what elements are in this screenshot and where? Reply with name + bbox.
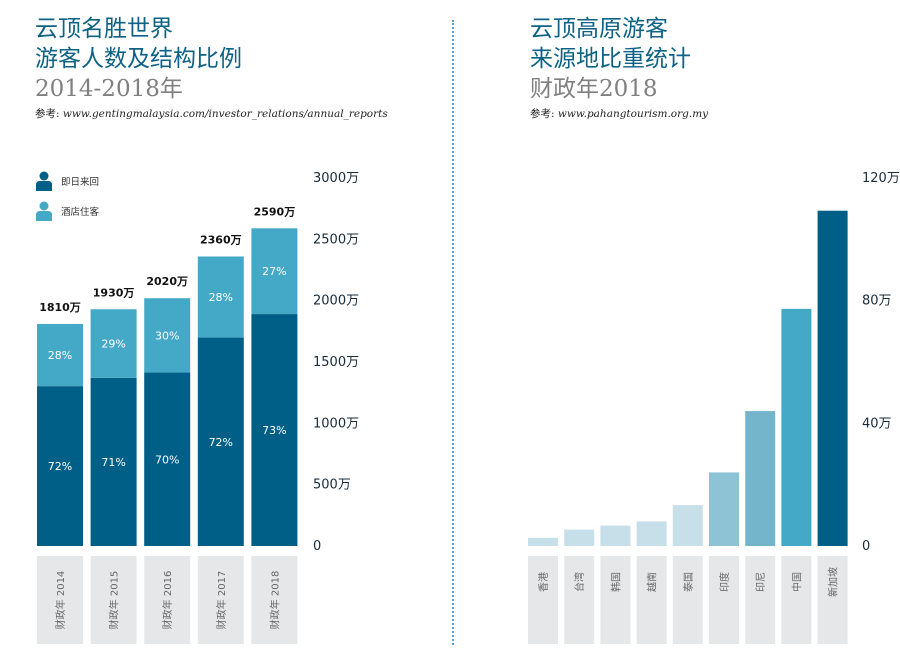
right-source: 参考: www.pahangtourism.org.my <box>530 106 708 121</box>
y-tick-label: 2000万 <box>313 294 359 309</box>
right-title-line2: 来源地比重统计 <box>530 46 691 72</box>
category-box <box>636 556 667 644</box>
bar-origin <box>672 505 703 546</box>
right-title-line1: 云顶高原游客 <box>530 16 668 42</box>
y-tick-label: 2500万 <box>313 232 359 247</box>
left-title-line1: 云顶名胜世界 <box>35 16 173 42</box>
person-icon <box>36 171 52 191</box>
right-panel: 云顶高原游客 来源地比重统计 财政年2018 参考: www.pahangtou… <box>470 0 900 655</box>
category-box <box>709 556 739 644</box>
bar-origin <box>636 521 667 546</box>
legend-hotel-guest: 酒店住客 <box>35 201 99 221</box>
total-label: 2020万 <box>146 275 188 288</box>
category-box <box>672 556 703 644</box>
y-tick-label: 500万 <box>313 478 351 493</box>
category-box <box>90 556 137 644</box>
total-label: 2360万 <box>200 234 242 247</box>
category-label: 财政年 2018 <box>268 571 281 630</box>
category-label: 中国 <box>790 572 803 592</box>
category-label: 财政年 2014 <box>54 571 67 630</box>
category-box <box>817 556 848 644</box>
right-source-url: www.pahangtourism.org.my <box>557 108 709 120</box>
total-label: 2590万 <box>254 205 296 218</box>
left-panel: 云顶名胜世界 游客人数及结构比例 2014-2018年 参考: www.gent… <box>0 0 440 655</box>
percent-label-hotel-guest: 29% <box>101 338 125 351</box>
category-label: 台湾 <box>573 572 586 592</box>
bar-origin <box>528 537 558 546</box>
legend-hotel-guest-label: 酒店住客 <box>61 207 100 218</box>
category-box <box>197 556 244 644</box>
category-label: 财政年 2016 <box>161 571 174 630</box>
percent-label-hotel-guest: 28% <box>209 291 233 304</box>
left-source-label: 参考: <box>35 108 60 120</box>
bar-origin <box>709 472 739 546</box>
y-tick-label: 120万 <box>862 171 900 186</box>
bar-hotel-guest <box>251 228 298 315</box>
bar-origin <box>781 308 812 546</box>
bar-day-trip <box>37 386 83 546</box>
total-label: 1810万 <box>39 301 81 314</box>
y-tick-label: 1000万 <box>313 416 359 431</box>
bar-hotel-guest <box>37 323 83 387</box>
bar-hotel-guest <box>197 256 244 338</box>
percent-label-day-trip: 72% <box>48 460 72 473</box>
visitor-structure-chart: 0 500万 1000万 1500万 2000万 2500万 3000万 72% 28% 1810… <box>37 171 359 644</box>
category-box <box>564 556 595 644</box>
bar-day-trip <box>90 377 137 546</box>
category-label: 韩国 <box>609 572 622 592</box>
percent-label-day-trip: 70% <box>155 453 179 466</box>
person-icon <box>36 201 52 221</box>
y-tick-label: 0 <box>313 539 321 554</box>
category-box <box>600 556 631 644</box>
category-label: 印度 <box>718 572 731 592</box>
category-label: 泰国 <box>682 572 695 592</box>
left-source-url: www.gentingmalaysia.com/investor_relatio… <box>62 108 388 120</box>
category-label: 财政年 2017 <box>215 571 228 630</box>
y-tick-label: 40万 <box>862 416 892 431</box>
percent-label-hotel-guest: 27% <box>262 265 286 278</box>
left-source: 参考: www.gentingmalaysia.com/investor_rel… <box>35 106 388 121</box>
left-subtitle: 2014-2018年 <box>35 76 183 102</box>
percent-label-day-trip: 73% <box>262 424 286 437</box>
category-box <box>251 556 298 644</box>
percent-label-day-trip: 72% <box>209 436 233 449</box>
y-tick-label: 80万 <box>862 294 892 309</box>
right-subtitle: 财政年2018 <box>530 76 658 102</box>
panel-divider <box>452 20 454 645</box>
y-tick-label: 1500万 <box>313 355 359 370</box>
category-label: 香港 <box>538 572 550 592</box>
right-source-label: 参考: <box>530 108 555 120</box>
category-label: 新加坡 <box>827 567 840 597</box>
bar-hotel-guest <box>90 309 137 378</box>
legend-day-trip-label: 即日来回 <box>61 177 100 188</box>
bar-origin <box>745 411 776 546</box>
bar-day-trip <box>251 314 298 546</box>
category-box <box>144 556 191 644</box>
percent-label-hotel-guest: 30% <box>155 329 179 342</box>
category-label: 财政年 2015 <box>108 571 121 630</box>
y-tick-label: 0 <box>862 539 870 554</box>
category-label: 印尼 <box>755 572 767 592</box>
bar-origin <box>564 529 595 546</box>
category-box <box>37 556 83 644</box>
category-box <box>781 556 812 644</box>
category-label: 越南 <box>646 572 659 592</box>
total-label: 1930万 <box>93 286 135 299</box>
y-tick-label: 3000万 <box>313 171 359 186</box>
bar-day-trip <box>197 337 244 546</box>
bar-origin <box>817 210 848 546</box>
legend-day-trip: 即日来回 <box>35 171 99 191</box>
bar-hotel-guest <box>144 298 191 373</box>
category-box <box>528 556 558 644</box>
left-title-line2: 游客人数及结构比例 <box>35 46 242 72</box>
bar-origin <box>600 525 631 546</box>
category-box <box>745 556 776 644</box>
percent-label-hotel-guest: 28% <box>48 349 72 362</box>
bar-day-trip <box>144 372 191 546</box>
percent-label-day-trip: 71% <box>101 456 125 469</box>
